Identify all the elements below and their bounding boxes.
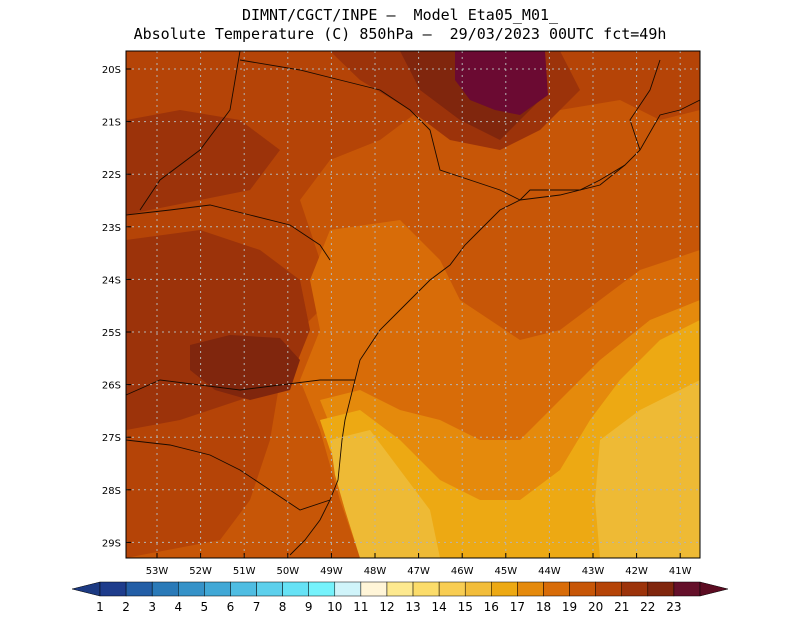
colorbar-label: 2 [122, 600, 130, 614]
colorbar-swatch [595, 581, 622, 597]
longitude-label: 41W [669, 566, 692, 577]
border-minas-espirito-santo [629, 59, 661, 151]
longitude-label: 48W [364, 566, 387, 577]
border-sao-paulo-minas [239, 59, 521, 201]
longitude-label: 45W [494, 566, 517, 577]
latitude-label: 23S [102, 223, 121, 234]
field-t15-east [595, 380, 700, 558]
colorbar-swatch [360, 581, 388, 597]
colorbar-swatch [621, 581, 649, 597]
colorbar-swatch [308, 581, 336, 597]
border-minas-rio [519, 164, 626, 201]
latitude-label: 26S [102, 381, 121, 392]
longitude-label: 49W [320, 566, 343, 577]
colorbar-label: 18 [536, 600, 551, 614]
colorbar-swatch [256, 581, 283, 597]
colorbar-high-arrow [699, 581, 729, 597]
colorbar-label: 15 [458, 600, 473, 614]
colorbar-swatch [412, 581, 440, 597]
coastline [289, 99, 700, 556]
colorbar-label: 14 [431, 600, 446, 614]
latitude-label: 28S [102, 486, 121, 497]
colorbar: 1 2 3 4 5 6 7 8 9 10 11 12 13 14 15 16 17 18 19 20 21 22 23 [71, 581, 729, 614]
colorbar-swatch [125, 581, 153, 597]
colorbar-label: 1 [96, 600, 104, 614]
colorbar-swatch [464, 581, 492, 597]
colorbar-label: 17 [510, 600, 525, 614]
colorbar-swatch [543, 581, 570, 597]
colorbar-label: 10 [327, 600, 342, 614]
colorbar-swatch [569, 581, 596, 597]
border-ms-parana [139, 51, 241, 211]
colorbar-label: 21 [614, 600, 629, 614]
colorbar-swatch [230, 581, 257, 597]
colorbar-label: 4 [174, 600, 182, 614]
latitude-label: 22S [102, 170, 121, 181]
lat-lon-grid [126, 51, 700, 558]
longitude-labels: 53W 52W 51W 50W 49W 48W 47W 46W 45W 44W 43W 42W 41W [146, 553, 692, 577]
colorbar-label: 3 [148, 600, 156, 614]
field-t21-northwest [126, 110, 280, 215]
colorbar-label: 5 [201, 600, 209, 614]
colorbar-label: 16 [484, 600, 499, 614]
latitude-label: 27S [102, 433, 121, 444]
border-parana-sao-paulo [126, 204, 331, 261]
colorbar-label: 13 [405, 600, 420, 614]
colorbar-label: 7 [253, 600, 261, 614]
map-title-line2: Absolute Temperature (C) 850hPa — 29/03/… [133, 25, 667, 43]
colorbar-swatch [673, 581, 701, 597]
border-parana-santa-catarina [126, 379, 355, 396]
latitude-labels: 20S 21S 22S 23S 24S 25S 26S 27S 28S 29S [102, 65, 131, 549]
plot-frame [125, 50, 701, 559]
longitude-label: 44W [538, 566, 561, 577]
longitude-label: 42W [625, 566, 648, 577]
latitude-label: 20S [102, 65, 121, 76]
colorbar-swatch [491, 581, 518, 597]
latitude-label: 29S [102, 538, 121, 549]
field-t15-south [330, 430, 440, 558]
map-title-line1: DIMNT/CGCT/INPE — Model Eta05_M01_ [241, 6, 559, 24]
longitude-label: 53W [146, 566, 169, 577]
colorbar-swatch [647, 581, 675, 597]
temperature-field [126, 51, 700, 558]
colorbar-swatch [517, 581, 544, 597]
colorbar-label: 9 [305, 600, 313, 614]
colorbar-swatch [178, 581, 205, 597]
longitude-label: 43W [582, 566, 605, 577]
longitude-label: 51W [233, 566, 256, 577]
field-t23-north [455, 51, 548, 115]
field-t22-south-center [190, 335, 300, 400]
longitude-label: 50W [276, 566, 299, 577]
colorbar-label: 22 [640, 600, 655, 614]
colorbar-label: 19 [562, 600, 577, 614]
colorbar-label: 12 [379, 600, 394, 614]
colorbar-swatch [282, 581, 309, 597]
colorbar-label: 6 [227, 600, 235, 614]
longitude-label: 52W [189, 566, 212, 577]
latitude-label: 21S [102, 118, 121, 129]
colorbar-swatch [204, 581, 231, 597]
colorbar-swatch [99, 581, 127, 597]
colorbar-label: 8 [279, 600, 287, 614]
border-santa-catarina-rio-grande [126, 439, 331, 511]
boundaries [126, 51, 700, 556]
colorbar-swatch [334, 581, 362, 597]
longitude-label: 46W [451, 566, 474, 577]
latitude-label: 25S [102, 328, 121, 339]
colorbar-label: 11 [353, 600, 368, 614]
latitude-label: 24S [102, 275, 121, 286]
longitude-label: 47W [407, 566, 430, 577]
colorbar-swatch [386, 581, 414, 597]
colorbar-swatch [438, 581, 466, 597]
colorbar-low-arrow [71, 581, 101, 597]
colorbar-label: 23 [666, 600, 681, 614]
colorbar-label: 20 [588, 600, 603, 614]
colorbar-swatch [151, 581, 179, 597]
